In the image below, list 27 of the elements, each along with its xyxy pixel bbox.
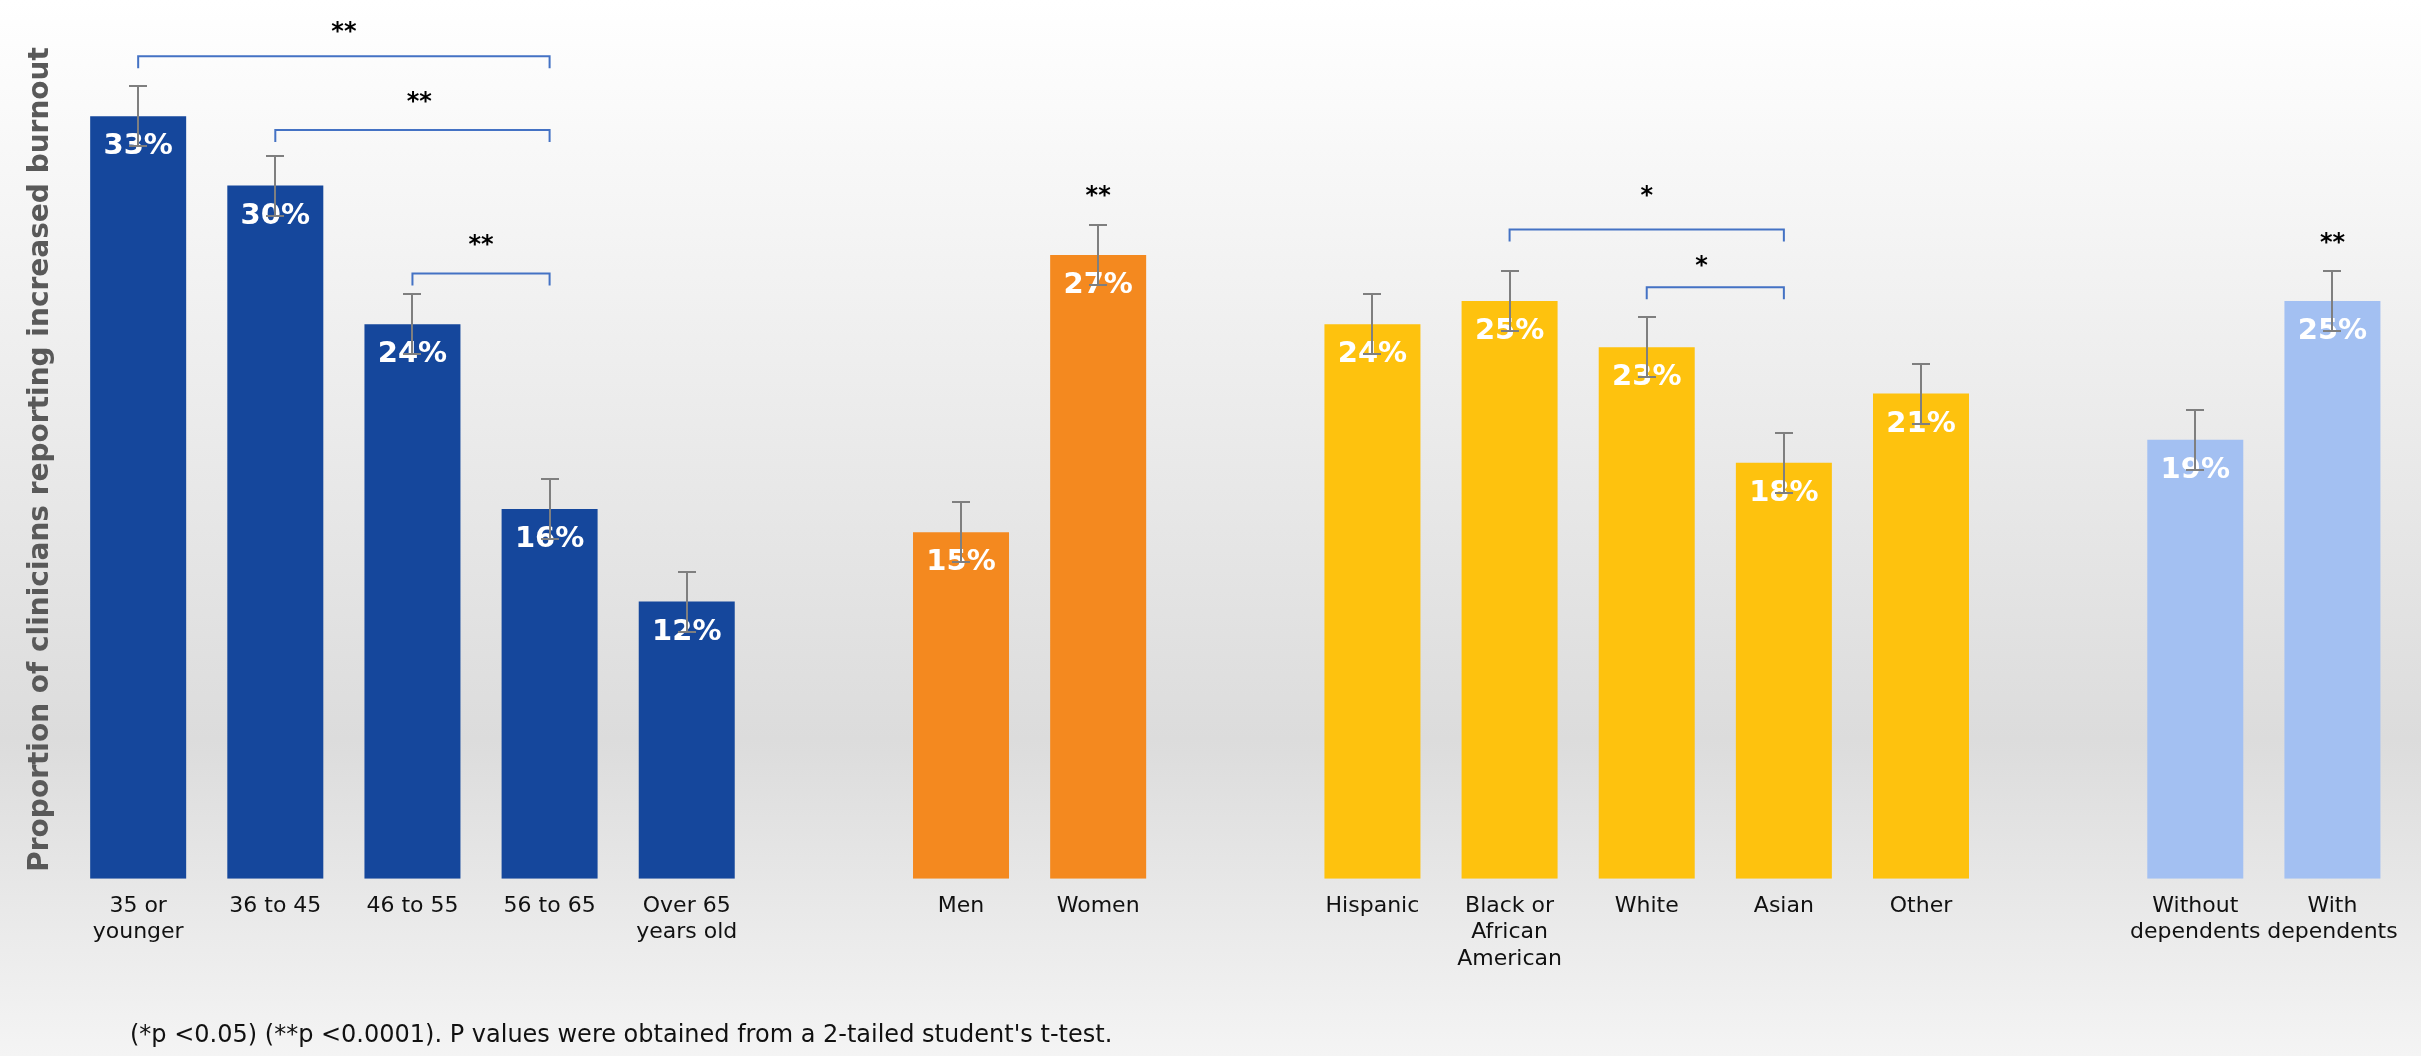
text: (*p <0.05) (**p <0.0001). P values were obtained from a 2-tailed student's t-test.: [130, 1020, 1113, 1048]
x-tick-label: Women: [1056, 891, 1140, 917]
x-tick-label: Black or African American: [1457, 891, 1562, 970]
annotation: *: [1695, 250, 1709, 279]
text: **: [406, 86, 433, 115]
annotation: **: [468, 229, 495, 258]
annotation: *: [1640, 181, 1654, 210]
x-tick-label: 46 to 55: [366, 891, 459, 917]
x-tick-label: 56 to 65: [503, 891, 596, 917]
x-tick-label: Hispanic: [1325, 891, 1420, 917]
x-tick-label: Men: [937, 891, 985, 917]
x-tick-label: Over 65 years old: [636, 891, 738, 944]
annotation: **: [2319, 227, 2346, 256]
text: **: [331, 17, 357, 46]
x-tick-label: 36 to 45: [229, 891, 322, 917]
data-label: 25%: [2297, 312, 2368, 347]
y-axis-title: Proportion of clinicians reporting increased burnout: [22, 47, 56, 872]
annotation: **: [1085, 181, 1112, 210]
x-tick-label: 35 or younger: [92, 891, 185, 944]
x-tick-label: Without dependents: [2130, 891, 2261, 944]
data-label: 15%: [926, 543, 996, 578]
x-tick-label: Other: [1889, 891, 1954, 917]
x-tick-label: White: [1614, 891, 1679, 917]
x-tick-label: With dependents: [2267, 891, 2398, 944]
data-label: 25%: [1474, 312, 1545, 347]
data-label: 21%: [1886, 404, 1956, 439]
x-tick-label: Asian: [1753, 891, 1814, 917]
